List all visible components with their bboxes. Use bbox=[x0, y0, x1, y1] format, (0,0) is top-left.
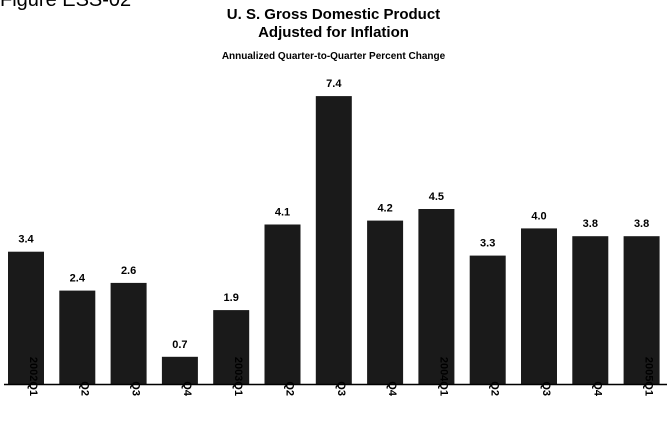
value-label-4: 1.9 bbox=[224, 292, 239, 304]
category-label-4: 2003Q1 bbox=[232, 357, 244, 396]
bar-6 bbox=[315, 96, 352, 384]
bar-9 bbox=[469, 255, 506, 384]
category-labels-group: 2002Q1 Q2 Q3 Q4 2003Q1 Q2 Q3 Q4 2004Q1 Q2 Q3 Q4 2005… bbox=[27, 357, 655, 397]
category-label-7: Q4 bbox=[386, 381, 398, 397]
bar-5 bbox=[264, 224, 301, 384]
value-label-12: 3.8 bbox=[634, 218, 649, 230]
bar-3 bbox=[161, 356, 198, 384]
value-label-8: 4.5 bbox=[429, 191, 444, 203]
category-label-9: Q2 bbox=[489, 381, 501, 396]
category-label-11: Q4 bbox=[591, 381, 603, 397]
category-label-2: Q3 bbox=[130, 381, 142, 396]
bar-12 bbox=[623, 236, 660, 384]
category-label-12: 2005Q1 bbox=[643, 357, 655, 396]
value-label-5: 4.1 bbox=[275, 207, 290, 219]
chart-title-line2: Adjusted for Inflation bbox=[258, 24, 409, 41]
value-label-0: 3.4 bbox=[18, 234, 34, 246]
bar-1 bbox=[59, 290, 96, 384]
value-label-6: 7.4 bbox=[326, 78, 342, 90]
bar-8 bbox=[418, 209, 455, 384]
chart-subtitle: Annualized Quarter-to-Quarter Percent Ch… bbox=[221, 51, 446, 62]
bar-7 bbox=[367, 220, 404, 384]
bar-4 bbox=[213, 310, 250, 384]
value-label-2: 2.6 bbox=[121, 265, 136, 277]
category-label-6: Q3 bbox=[335, 381, 347, 396]
chart-title: U. S. Gross Domestic Product bbox=[226, 6, 441, 23]
value-labels-group: 3.4 2.4 2.6 0.7 1.9 4.1 7.4 4.2 4.5 3.3 4.0 3.8 3.8 bbox=[18, 78, 649, 351]
category-label-8: 2004Q1 bbox=[437, 357, 449, 396]
bars-group bbox=[8, 96, 660, 384]
value-label-9: 3.3 bbox=[480, 238, 495, 250]
category-label-1: Q2 bbox=[78, 381, 90, 396]
bar-10 bbox=[521, 228, 557, 384]
figure-label: Figure ESS-02 bbox=[0, 0, 132, 11]
bar-0 bbox=[8, 251, 44, 384]
category-label-10: Q3 bbox=[540, 381, 552, 396]
bar-2 bbox=[110, 282, 147, 384]
category-label-5: Q2 bbox=[284, 381, 296, 396]
value-label-10: 4.0 bbox=[531, 210, 546, 222]
category-label-3: Q4 bbox=[181, 381, 193, 397]
bar-11 bbox=[572, 236, 609, 384]
value-label-7: 4.2 bbox=[377, 203, 392, 215]
value-label-1: 2.4 bbox=[70, 273, 86, 285]
category-label-0: 2002Q1 bbox=[27, 357, 39, 396]
value-label-3: 0.7 bbox=[172, 339, 187, 351]
value-label-11: 3.8 bbox=[583, 218, 598, 230]
